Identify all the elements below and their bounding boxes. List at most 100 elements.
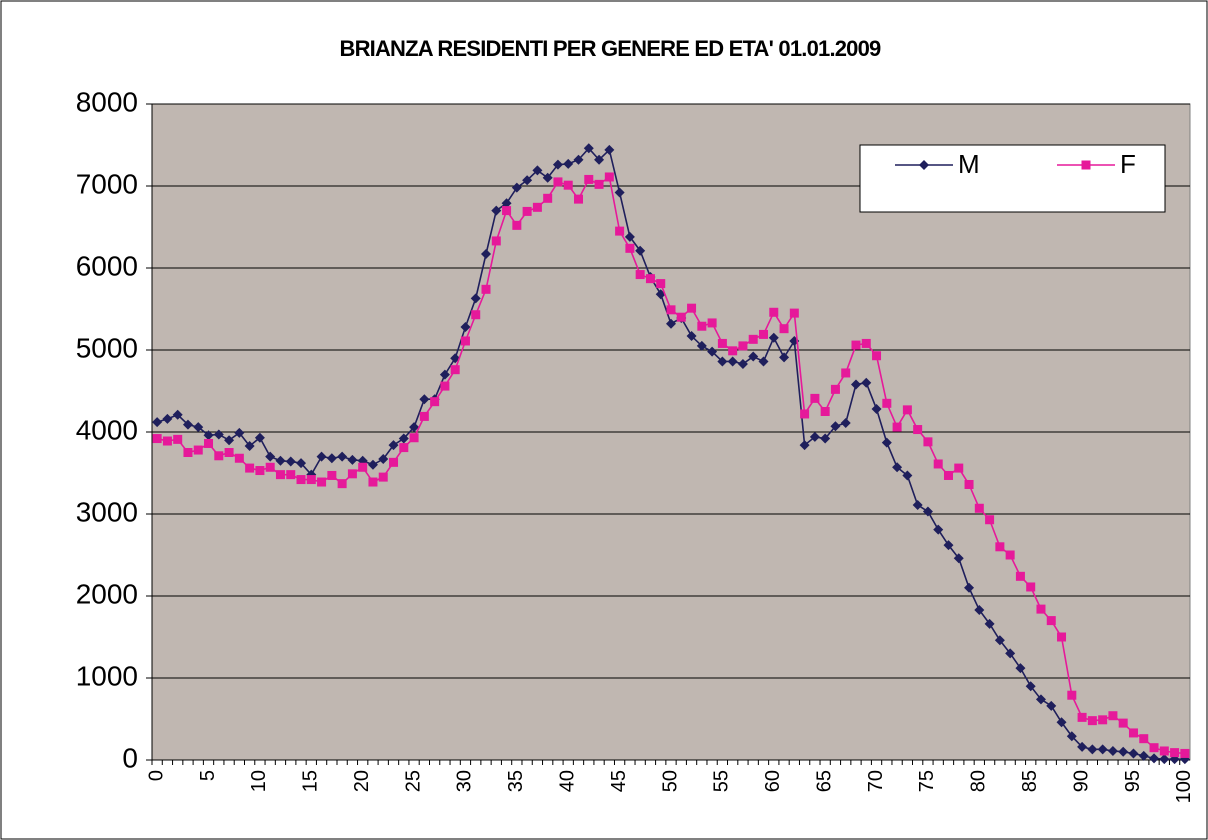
marker [296, 475, 306, 485]
marker [214, 451, 224, 461]
marker [871, 404, 882, 415]
marker [193, 422, 204, 433]
marker [892, 422, 902, 432]
marker [152, 434, 162, 444]
marker [1026, 582, 1036, 592]
marker [378, 472, 388, 482]
marker [994, 635, 1005, 646]
marker [1087, 744, 1098, 755]
marker [574, 194, 584, 204]
marker [933, 524, 944, 535]
marker [368, 477, 378, 487]
marker [244, 440, 255, 451]
marker [645, 274, 655, 284]
marker [635, 245, 646, 256]
marker [1180, 748, 1190, 758]
marker [460, 322, 471, 333]
chart-title: BRIANZA RESIDENTI PER GENERE ED ETA' 01.… [339, 36, 881, 61]
marker [882, 398, 892, 408]
x-tick-label: 80 [968, 770, 990, 792]
marker [1118, 746, 1129, 757]
marker [183, 448, 193, 457]
x-tick-label: 15 [300, 770, 322, 792]
marker [635, 270, 645, 280]
marker [840, 417, 851, 428]
marker [378, 454, 389, 465]
marker [861, 338, 871, 348]
marker [1097, 744, 1108, 755]
marker [419, 394, 430, 405]
x-tick-label: 55 [711, 770, 733, 792]
marker [624, 231, 635, 242]
marker [779, 352, 790, 363]
marker [224, 435, 235, 446]
marker [1098, 715, 1108, 725]
y-tick-label: 5000 [76, 332, 138, 363]
marker [768, 332, 779, 343]
x-tick-label: 25 [402, 770, 424, 792]
legend-marker [919, 160, 929, 170]
marker [172, 409, 183, 420]
marker [491, 205, 502, 216]
x-tick-label: 95 [1122, 770, 1144, 792]
marker [902, 470, 913, 481]
marker [162, 413, 173, 424]
marker [552, 159, 563, 170]
marker [542, 172, 553, 183]
marker [286, 470, 296, 480]
marker [234, 427, 245, 438]
marker [182, 419, 193, 430]
y-tick-label: 1000 [76, 660, 138, 691]
marker [656, 279, 666, 289]
marker [1108, 711, 1118, 721]
marker [398, 433, 409, 444]
marker [943, 470, 953, 480]
marker [697, 321, 707, 331]
marker [881, 437, 892, 448]
marker [748, 351, 759, 362]
marker [409, 422, 420, 433]
marker [409, 433, 419, 443]
marker [687, 303, 697, 313]
marker [696, 340, 707, 351]
marker [1077, 712, 1087, 722]
marker [707, 346, 718, 357]
marker [1149, 743, 1159, 753]
marker [850, 379, 861, 390]
marker [491, 236, 501, 246]
marker [285, 456, 296, 467]
marker [1159, 746, 1169, 756]
marker [255, 466, 265, 476]
marker [173, 434, 183, 444]
marker [933, 459, 943, 469]
marker [1170, 748, 1180, 758]
marker [1036, 604, 1046, 614]
marker [964, 479, 974, 489]
x-tick-label: 5 [197, 770, 219, 781]
marker [501, 198, 512, 209]
marker [1077, 741, 1088, 752]
marker [913, 425, 923, 435]
marker [326, 453, 337, 464]
x-tick-label: 30 [454, 770, 476, 792]
y-tick-label: 7000 [76, 168, 138, 199]
marker [553, 177, 563, 187]
marker [717, 356, 728, 367]
marker [1035, 694, 1046, 705]
x-tick-label: 40 [557, 770, 579, 792]
marker [830, 384, 840, 394]
marker [594, 179, 604, 189]
marker [563, 158, 574, 169]
marker [347, 469, 357, 479]
marker [604, 172, 614, 182]
marker [152, 417, 163, 428]
x-tick-label: 45 [608, 770, 630, 792]
marker [902, 405, 912, 415]
marker [830, 421, 841, 432]
y-tick-label: 2000 [76, 578, 138, 609]
x-tick-label: 75 [916, 770, 938, 792]
marker [738, 341, 748, 351]
marker [1015, 571, 1025, 581]
marker [800, 409, 810, 419]
